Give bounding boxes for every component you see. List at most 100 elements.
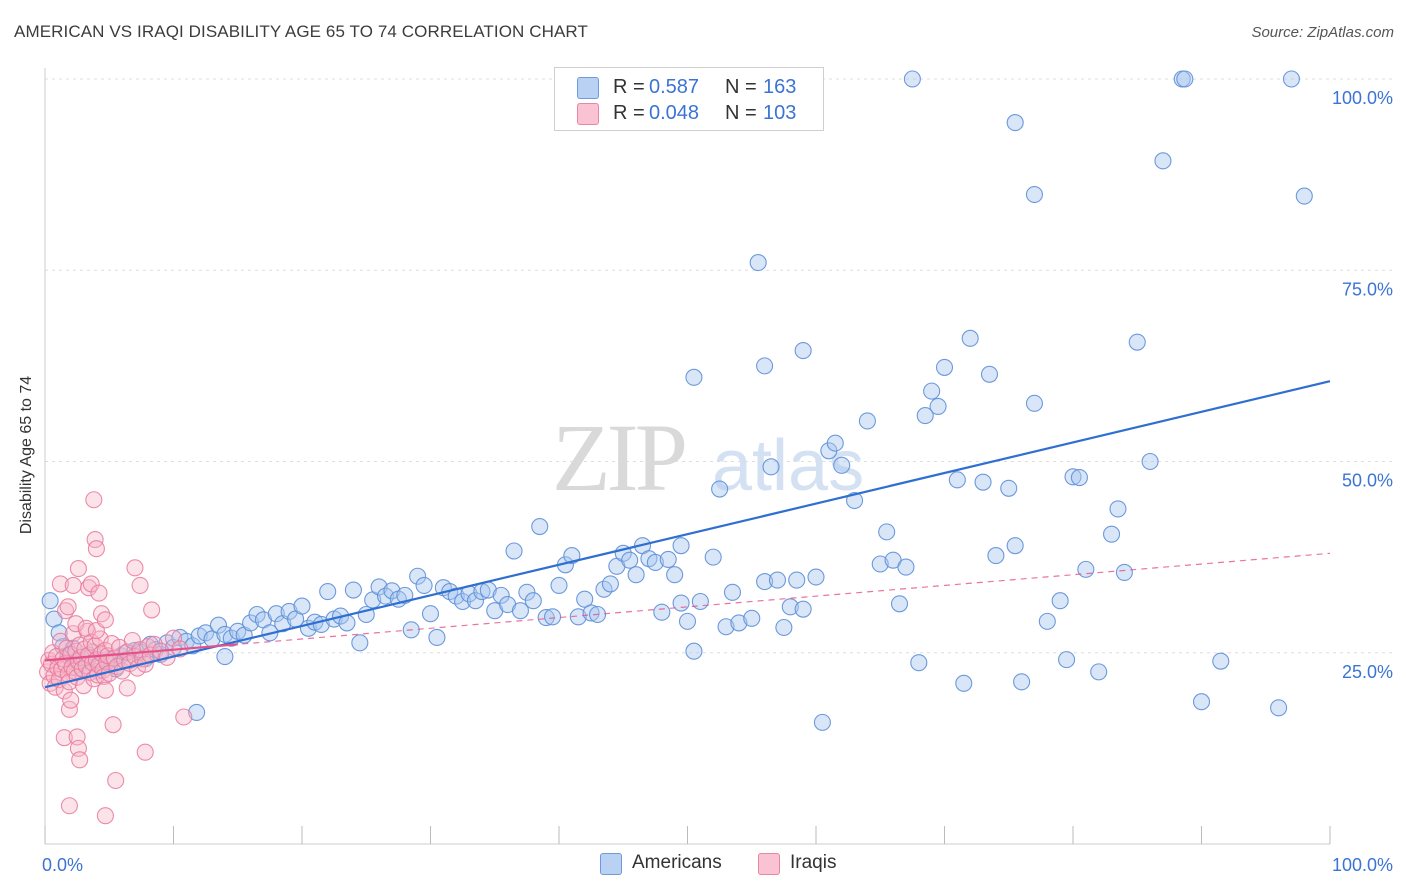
americans-point	[833, 456, 851, 474]
americans-point	[409, 567, 427, 585]
iraqis-point	[55, 729, 73, 747]
americans-point	[351, 634, 369, 652]
americans-point	[672, 594, 690, 612]
iraqis-point	[62, 691, 80, 709]
americans-point	[929, 397, 947, 415]
iraqis-point	[126, 559, 144, 577]
americans-point	[794, 600, 812, 618]
americans-point	[653, 603, 671, 621]
americans-point	[1282, 70, 1300, 88]
watermark-atlas: atlas	[712, 426, 864, 506]
iraqis-swatch	[758, 853, 780, 875]
americans-point	[242, 614, 260, 632]
americans-point	[1176, 70, 1194, 88]
americans-point	[948, 471, 966, 489]
iraqis-point	[136, 743, 154, 761]
americans-point	[1051, 592, 1069, 610]
americans-point	[974, 473, 992, 491]
americans-point	[646, 553, 664, 572]
americans-point	[762, 458, 780, 476]
americans-point	[1115, 563, 1133, 581]
americans-point	[807, 568, 825, 586]
americans-point	[890, 595, 909, 613]
americans-points	[41, 70, 1313, 731]
americans-point	[41, 592, 59, 610]
axes	[44, 68, 1331, 845]
iraqis-point	[77, 619, 95, 637]
americans-point	[1058, 651, 1076, 669]
americans-point	[188, 703, 206, 721]
americans-point	[1141, 452, 1159, 471]
americans-point	[1270, 699, 1288, 717]
americans-point	[621, 551, 639, 569]
americans-point	[756, 573, 774, 591]
iraqis-point	[131, 576, 149, 594]
iraqis-trend-line-solid	[44, 643, 238, 662]
iraqis-points	[39, 491, 193, 825]
iraqis-point	[96, 807, 114, 825]
americans-point	[383, 582, 401, 600]
americans-point	[1025, 394, 1043, 412]
r-label: R =	[613, 76, 645, 98]
iraqis-point	[60, 797, 78, 815]
americans-point	[897, 558, 915, 576]
americans-point	[878, 523, 896, 541]
americans-point	[923, 382, 941, 400]
americans-point	[717, 618, 735, 636]
americans-point	[209, 616, 228, 634]
americans-trend-line	[44, 380, 1331, 689]
americans-point	[197, 624, 215, 642]
americans-point	[858, 412, 876, 430]
americans-point	[916, 407, 934, 425]
americans-point	[582, 604, 600, 622]
americans-point	[184, 637, 202, 655]
americans-point	[344, 581, 362, 599]
r-value: 0.048	[649, 102, 700, 124]
iraqis-swatch	[577, 103, 599, 125]
americans-point	[1154, 152, 1172, 170]
americans-point	[1064, 468, 1082, 486]
iraqis-point	[86, 530, 104, 549]
americans-point	[569, 608, 587, 626]
trend-lines	[44, 380, 1331, 689]
americans-point	[531, 517, 549, 536]
r-value: 0.587	[649, 76, 700, 98]
americans-point	[935, 358, 954, 376]
americans-point	[659, 550, 677, 568]
y-tick-label: 75.0%	[1342, 279, 1393, 299]
chart-title: AMERICAN VS IRAQI DISABILITY AGE 65 TO 7…	[14, 22, 588, 41]
iraqis-point	[67, 615, 85, 633]
americans-point	[563, 547, 581, 565]
americans-point	[1038, 612, 1056, 630]
americans-point	[871, 555, 889, 573]
americans-point	[544, 608, 562, 626]
americans-point	[216, 648, 234, 666]
watermark-zip: ZIP	[552, 404, 685, 511]
iraqis-point	[175, 708, 193, 726]
y-tick-label: 100.0%	[1332, 88, 1393, 108]
americans-point	[678, 612, 697, 630]
americans-point	[576, 590, 594, 608]
r-label: R =	[613, 102, 645, 124]
n-value: 163	[763, 76, 797, 98]
americans-point	[370, 578, 388, 596]
americans-point	[428, 628, 446, 647]
americans-point	[781, 598, 799, 616]
iraqis-point	[96, 611, 114, 629]
americans-point	[730, 614, 748, 632]
n-label: N =	[725, 76, 757, 98]
americans-point	[749, 254, 767, 272]
iraqis-point	[96, 681, 114, 699]
x-tick-label-min: 0.0%	[42, 855, 83, 875]
americans-point	[601, 575, 619, 593]
americans-point	[723, 583, 742, 601]
y-tick-label: 50.0%	[1342, 471, 1393, 491]
americans-point	[1013, 673, 1031, 691]
americans-point	[903, 70, 921, 88]
americans-point	[980, 365, 999, 383]
correlation-legend: R = 0.587 N = 163 R = 0.048 N = 103	[554, 67, 824, 131]
iraqis-point	[85, 491, 103, 509]
americans-point	[466, 592, 485, 610]
americans-point	[1295, 187, 1313, 205]
